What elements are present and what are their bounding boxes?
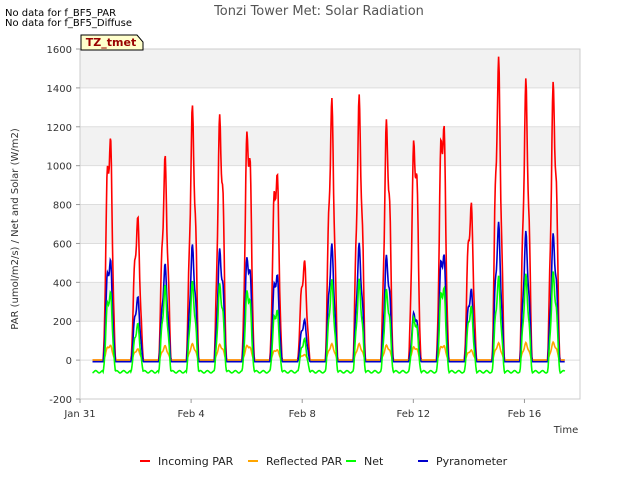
- no-data-note-diffuse: No data for f_BF5_Diffuse: [5, 18, 132, 29]
- y-tick-label: 800: [53, 201, 72, 212]
- x-tick-label: Feb 16: [508, 409, 542, 420]
- x-tick-label: Feb 12: [397, 409, 431, 420]
- y-tick-label: 1000: [47, 162, 72, 173]
- y-tick-label: 200: [53, 317, 72, 328]
- series-layer: [92, 56, 566, 375]
- y-tick-label: 1400: [47, 84, 72, 95]
- legend: Incoming PAR Reflected PAR Net Pyranometer: [140, 455, 508, 468]
- chart-title: Tonzi Tower Met: Solar Radiation: [213, 4, 424, 19]
- y-tick-label: 600: [53, 239, 72, 250]
- y-tick-label: 0: [66, 356, 72, 367]
- x-axis-label: Time: [553, 425, 578, 436]
- legend-label: Incoming PAR: [158, 455, 234, 468]
- y-tick-label: 1200: [47, 123, 72, 134]
- y-tick-label: 1600: [47, 45, 72, 56]
- series-line-net: [92, 271, 566, 375]
- x-tick-label: Feb 4: [177, 409, 204, 420]
- x-tick-label: Feb 8: [289, 409, 316, 420]
- tz-tmet-badge: TZ_tmet: [80, 34, 144, 51]
- legend-label: Reflected PAR: [266, 455, 343, 468]
- plot-frame: [79, 48, 581, 400]
- y-axis-ticks: -200 0 200 400 600 800 1000 1200 1400 1600: [47, 45, 80, 406]
- badge-label: TZ_tmet: [86, 36, 136, 49]
- series-line-pyranometer: [92, 221, 565, 363]
- no-data-note-par: No data for f_BF5_PAR: [5, 8, 117, 19]
- legend-label: Net: [364, 455, 384, 468]
- x-axis-ticks: Jan 31 Feb 4 Feb 8 Feb 12 Feb 16: [63, 399, 541, 420]
- y-tick-label: 400: [53, 278, 72, 289]
- y-tick-label: -200: [49, 395, 72, 406]
- legend-label: Pyranometer: [436, 455, 508, 468]
- background-band: [80, 204, 580, 244]
- x-tick-label: Jan 31: [63, 409, 95, 420]
- y-axis-label: PAR (umol/m2/s) / Net and Solar (W/m2): [10, 128, 21, 330]
- background-band: [80, 49, 580, 88]
